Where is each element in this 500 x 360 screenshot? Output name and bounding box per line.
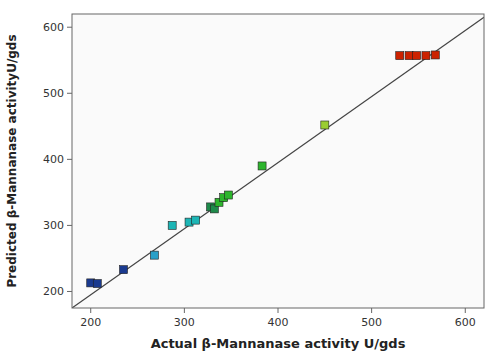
point	[431, 51, 439, 59]
x-tick-label: 300	[174, 316, 195, 329]
point	[192, 216, 200, 224]
point	[258, 162, 266, 170]
point	[422, 52, 430, 60]
x-tick	[90, 308, 91, 313]
x-tick	[371, 308, 372, 313]
reference-line	[72, 17, 484, 308]
y-tick	[67, 93, 72, 94]
plot-frame	[72, 14, 484, 308]
y-tick	[67, 27, 72, 28]
x-tick-label: 400	[268, 316, 289, 329]
x-tick-label: 200	[80, 316, 101, 329]
plot-background	[72, 14, 484, 308]
y-tick	[67, 159, 72, 160]
x-tick-label: 500	[361, 316, 382, 329]
x-tick	[184, 308, 185, 313]
y-tick	[67, 225, 72, 226]
y-tick	[67, 291, 72, 292]
y-tick-label: 300	[43, 219, 64, 232]
point	[120, 266, 128, 274]
point	[321, 121, 329, 129]
point	[413, 52, 421, 60]
y-tick-label: 200	[43, 285, 64, 298]
x-tick	[278, 308, 279, 313]
x-tick-label: 600	[455, 316, 476, 329]
y-tick-label: 600	[43, 21, 64, 34]
plot-area	[72, 17, 484, 308]
point	[405, 52, 413, 60]
point	[168, 221, 176, 229]
point	[150, 251, 158, 259]
x-tick	[465, 308, 466, 313]
x-axis-label: Actual β-Mannanase activity U/gds	[151, 336, 406, 351]
chart: 200 300 400 500 600 200 300 400 500 600 Actual β-M…	[0, 0, 500, 360]
point	[396, 52, 404, 60]
y-tick-label: 400	[43, 153, 64, 166]
point	[93, 280, 101, 288]
point	[224, 191, 232, 199]
y-tick-label: 500	[43, 87, 64, 100]
y-axis-label: Predicted β-Mannanase activityU/gds	[5, 34, 19, 287]
